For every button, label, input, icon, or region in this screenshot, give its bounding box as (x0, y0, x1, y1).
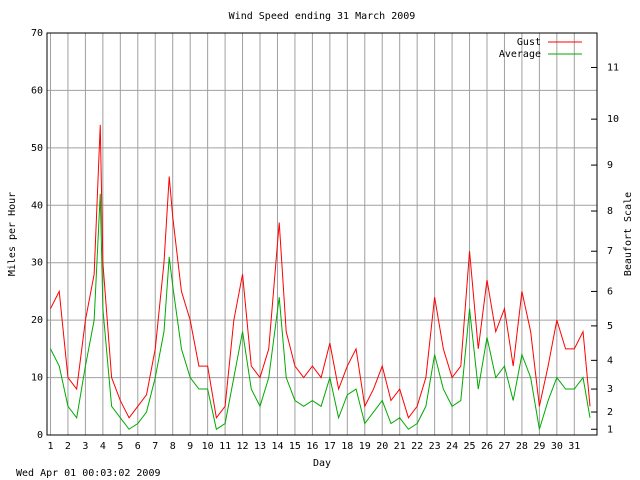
y-tick-label: 30 (31, 258, 43, 269)
y2-tick-label: 8 (607, 206, 613, 217)
x-tick-label: 15 (289, 441, 301, 452)
x-tick-label: 21 (394, 441, 406, 452)
x-tick-label: 30 (551, 441, 563, 452)
x-tick-label: 28 (516, 441, 528, 452)
x-tick-label: 24 (446, 441, 458, 452)
series-line (50, 193, 591, 431)
y-tick-label: 60 (31, 85, 43, 96)
x-tick-label: 14 (271, 441, 283, 452)
y2-tick-label: 5 (607, 321, 613, 332)
x-tick-label: 26 (481, 441, 493, 452)
x-tick-label: 10 (202, 441, 214, 452)
x-tick-label: 4 (100, 441, 106, 452)
y2-tick-label: 11 (607, 62, 619, 73)
y-tick-label: 50 (31, 143, 43, 154)
y2-tick-label: 3 (607, 384, 613, 395)
legend-label: Average (499, 49, 541, 60)
x-tick-label: 29 (533, 441, 545, 452)
y-axis-label: Miles per Hour (7, 192, 18, 276)
x-tick-label: 18 (341, 441, 353, 452)
x-tick-label: 12 (237, 441, 249, 452)
chart-title: Wind Speed ending 31 March 2009 (229, 11, 416, 22)
x-tick-label: 9 (187, 441, 193, 452)
x-tick-label: 6 (135, 441, 141, 452)
x-tick-label: 22 (411, 441, 423, 452)
x-tick-label: 13 (254, 441, 266, 452)
y-tick-label: 40 (31, 200, 43, 211)
y2-tick-label: 4 (607, 355, 613, 366)
x-tick-label: 19 (359, 441, 371, 452)
x-tick-label: 11 (219, 441, 231, 452)
x-tick-label: 8 (170, 441, 176, 452)
y2-tick-label: 10 (607, 114, 619, 125)
x-axis-label: Day (313, 458, 331, 469)
x-tick-label: 17 (324, 441, 336, 452)
y-tick-label: 0 (37, 430, 43, 441)
y2-tick-label: 7 (607, 246, 613, 257)
y2-tick-label: 2 (607, 407, 613, 418)
y2-tick-label: 9 (607, 160, 613, 171)
y2-tick-label: 1 (607, 424, 613, 435)
x-tick-label: 16 (306, 441, 318, 452)
legend-label: Gust (517, 37, 541, 48)
x-tick-label: 2 (65, 441, 71, 452)
y2-tick-label: 6 (607, 286, 613, 297)
x-tick-label: 23 (429, 441, 441, 452)
y-tick-label: 10 (31, 373, 43, 384)
x-tick-label: 27 (498, 441, 510, 452)
plot-frame (46, 32, 598, 436)
x-tick-label: 25 (464, 441, 476, 452)
y2-axis-label: Beaufort Scale (623, 192, 634, 276)
x-tick-label: 3 (82, 441, 88, 452)
timestamp: Wed Apr 01 00:03:02 2009 (16, 468, 161, 479)
x-tick-label: 31 (568, 441, 580, 452)
y-tick-label: 70 (31, 28, 43, 39)
x-tick-label: 20 (376, 441, 388, 452)
x-tick-label: 5 (117, 441, 123, 452)
y-tick-label: 20 (31, 315, 43, 326)
x-tick-label: 1 (47, 441, 53, 452)
series-line (50, 124, 591, 419)
x-tick-label: 7 (152, 441, 158, 452)
